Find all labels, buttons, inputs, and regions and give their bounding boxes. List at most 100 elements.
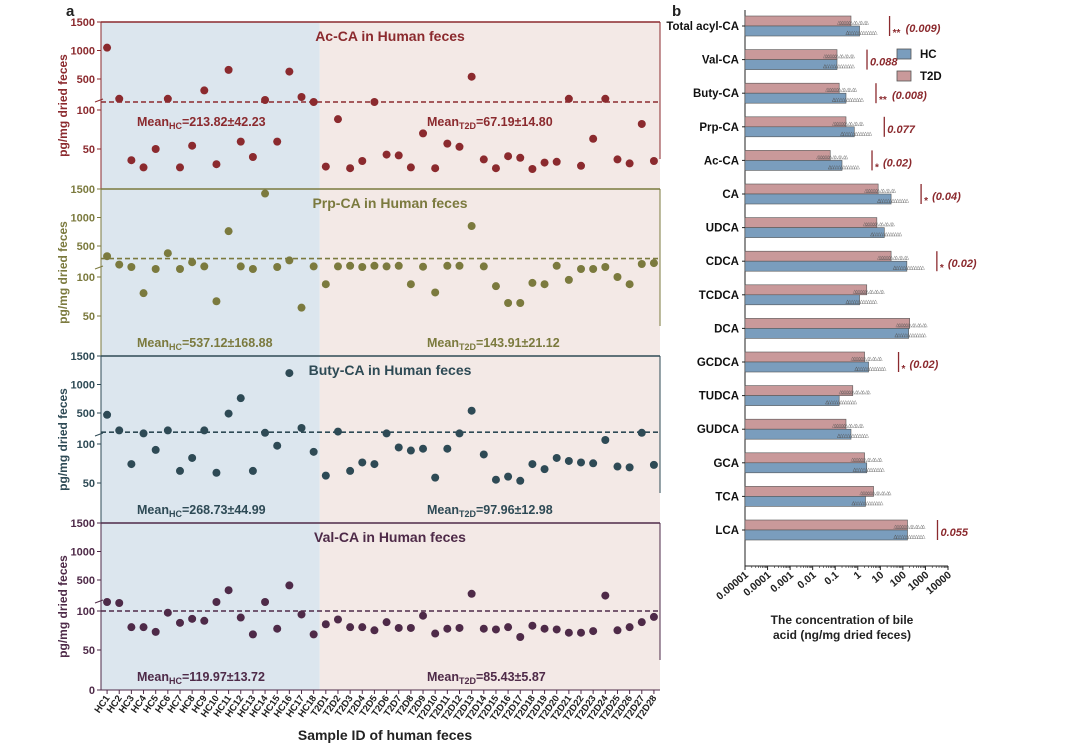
data-point-t2d12 bbox=[455, 142, 464, 151]
data-point-hc3 bbox=[127, 263, 136, 271]
data-point-t2d12 bbox=[455, 261, 464, 270]
sample-marker-hc: △ bbox=[910, 534, 914, 540]
axis-break-mark bbox=[94, 599, 104, 604]
data-point-t2d17 bbox=[516, 632, 525, 641]
sample-marker-hc: △ bbox=[849, 433, 853, 439]
sample-marker-t2d: △ bbox=[834, 423, 838, 429]
mean-t2d-word: Mean bbox=[427, 503, 459, 517]
sample-marker-hc: △ bbox=[853, 30, 857, 36]
data-point-hc12 bbox=[236, 613, 245, 622]
sample-marker-t2d: △ bbox=[880, 222, 884, 228]
sample-marker-t2d: △ bbox=[880, 188, 884, 194]
sample-marker-hc: △ bbox=[842, 164, 846, 170]
sample-marker-t2d: △ bbox=[861, 457, 865, 463]
data-point-t2d6 bbox=[382, 429, 391, 438]
sample-marker-t2d: △ bbox=[877, 356, 881, 362]
sample-marker-hc: △ bbox=[896, 534, 900, 540]
data-point-t2d15 bbox=[491, 625, 500, 634]
y-tick-label: 500 bbox=[77, 241, 95, 253]
sample-marker-hc: △ bbox=[839, 433, 843, 439]
sample-marker-hc: △ bbox=[855, 30, 859, 36]
sample-marker-hc: △ bbox=[860, 30, 864, 36]
sample-marker-hc: △ bbox=[893, 534, 897, 540]
bar-group-tudca: △△△△△△△△△△△△△△△△△△△△△△△△△△△△TUDCA bbox=[699, 385, 871, 406]
data-point-t2d4 bbox=[358, 157, 367, 165]
axis-break-mark bbox=[94, 265, 104, 270]
sample-marker-t2d: △ bbox=[895, 255, 899, 261]
sample-marker-hc: △ bbox=[884, 198, 888, 204]
sample-marker-t2d: △ bbox=[856, 457, 860, 463]
sample-marker-hc: △ bbox=[856, 164, 860, 170]
sample-marker-t2d: △ bbox=[898, 255, 902, 261]
sample-marker-hc: △ bbox=[860, 433, 864, 439]
sample-marker-t2d: △ bbox=[893, 255, 897, 261]
sample-marker-hc: △ bbox=[914, 265, 918, 271]
data-point-t2d26 bbox=[625, 463, 634, 472]
sample-marker-hc: △ bbox=[870, 232, 874, 238]
data-point-t2d22 bbox=[577, 458, 586, 467]
sample-marker-t2d: △ bbox=[855, 390, 859, 396]
sample-marker-hc: △ bbox=[903, 534, 907, 540]
sample-marker-t2d: △ bbox=[900, 524, 904, 530]
sample-marker-hc: △ bbox=[874, 299, 878, 305]
sample-marker-hc: △ bbox=[871, 30, 875, 36]
y-tick-label: 100 bbox=[77, 272, 95, 284]
data-point-hc5 bbox=[151, 445, 160, 454]
sample-marker-t2d: △ bbox=[868, 490, 872, 496]
mean-t2d-label: MeanT2D=143.91±21.12 bbox=[427, 336, 560, 352]
sample-marker-hc: △ bbox=[844, 64, 848, 70]
sample-marker-t2d: △ bbox=[860, 490, 864, 496]
sample-marker-hc: △ bbox=[895, 332, 899, 338]
sample-marker-hc: △ bbox=[880, 232, 884, 238]
sample-marker-t2d: △ bbox=[884, 222, 888, 228]
sample-marker-hc: △ bbox=[869, 30, 873, 36]
data-point-hc14 bbox=[261, 96, 270, 104]
sample-marker-hc: △ bbox=[873, 500, 877, 506]
data-point-t2d10 bbox=[431, 288, 440, 297]
sample-marker-hc: △ bbox=[858, 97, 862, 103]
sample-marker-hc: △ bbox=[837, 433, 841, 439]
sample-marker-t2d: △ bbox=[892, 188, 896, 194]
sample-marker-hc: △ bbox=[891, 232, 895, 238]
sample-marker-t2d: △ bbox=[856, 390, 860, 396]
data-point-hc18 bbox=[309, 447, 318, 456]
data-point-t2d21 bbox=[564, 456, 573, 465]
data-point-hc3 bbox=[127, 156, 136, 165]
sample-marker-hc: △ bbox=[848, 299, 852, 305]
sample-marker-t2d: △ bbox=[913, 322, 917, 328]
sample-marker-hc: △ bbox=[847, 131, 851, 137]
sample-marker-t2d: △ bbox=[914, 524, 918, 530]
bar-hc bbox=[744, 428, 852, 440]
y-tick-label: 500 bbox=[77, 575, 95, 587]
sample-marker-hc: △ bbox=[862, 30, 866, 36]
p-value-label: 0.088 bbox=[870, 57, 898, 69]
sample-marker-hc: △ bbox=[864, 131, 868, 137]
data-point-t2d23 bbox=[589, 134, 598, 143]
sample-marker-t2d: △ bbox=[879, 356, 883, 362]
mean-hc-label: MeanHC=268.73±44.99 bbox=[137, 503, 266, 519]
sample-marker-hc: △ bbox=[862, 467, 866, 473]
sample-marker-hc: △ bbox=[837, 433, 841, 439]
data-point-hc4 bbox=[139, 623, 148, 632]
y-axis-label: pg/mg dried feces bbox=[56, 555, 70, 658]
subplot-title: Prp-CA in Human feces bbox=[312, 195, 467, 211]
data-point-t2d12 bbox=[455, 623, 464, 632]
sample-marker-hc: △ bbox=[866, 131, 870, 137]
sample-marker-hc: △ bbox=[850, 30, 854, 36]
sample-marker-hc: △ bbox=[889, 232, 893, 238]
data-point-hc6 bbox=[163, 426, 172, 435]
sample-marker-hc: △ bbox=[840, 164, 844, 170]
y-tick-label: 1000 bbox=[71, 213, 95, 225]
sample-marker-hc: △ bbox=[883, 366, 887, 372]
sample-marker-t2d: △ bbox=[849, 390, 853, 396]
sample-marker-hc: △ bbox=[876, 467, 880, 473]
data-point-t2d22 bbox=[577, 265, 586, 273]
sample-marker-t2d: △ bbox=[821, 154, 825, 160]
y-tick-label: 1000 bbox=[71, 380, 95, 392]
mean-hc-value: =268.73±44.99 bbox=[182, 503, 266, 517]
data-point-t2d28 bbox=[649, 157, 658, 165]
sample-marker-t2d: △ bbox=[830, 87, 834, 93]
data-point-hc11 bbox=[224, 227, 233, 236]
sample-marker-hc: △ bbox=[889, 198, 893, 204]
sample-marker-t2d: △ bbox=[827, 154, 831, 160]
